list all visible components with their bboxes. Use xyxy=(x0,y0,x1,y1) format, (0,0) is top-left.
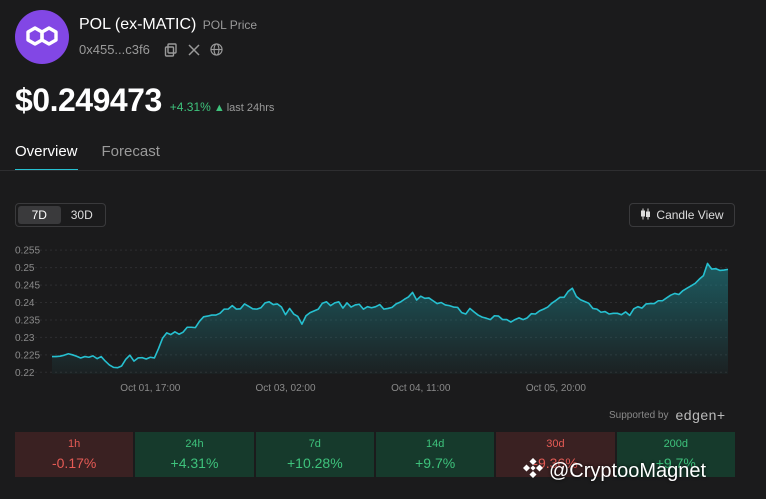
edgen-logo[interactable]: edgen+ xyxy=(675,407,726,423)
x-tick-label: Oct 05, 20:00 xyxy=(526,383,586,394)
stat-30d: 30d -9.36% xyxy=(496,432,615,477)
y-tick-label: 0.23 xyxy=(15,333,35,344)
stat-period: 1h xyxy=(68,438,81,450)
candlestick-icon xyxy=(640,208,651,223)
stat-period: 200d xyxy=(663,438,689,450)
coin-subtitle: POL Price xyxy=(202,18,258,32)
y-tick-label: 0.235 xyxy=(15,315,40,326)
stat-14d: 14d +9.7% xyxy=(375,432,495,477)
range-30d-button[interactable]: 30D xyxy=(70,208,93,222)
tab-forecast[interactable]: Forecast xyxy=(101,143,160,160)
y-tick-label: 0.255 xyxy=(15,246,40,257)
stat-1h: 1h -0.17% xyxy=(15,432,134,477)
stat-value: +9.7% xyxy=(655,455,696,471)
binance-icon xyxy=(522,457,544,484)
price-area-fill xyxy=(52,263,728,374)
price-change: +4.31% xyxy=(169,100,211,114)
supported-by: Supported by edgen+ xyxy=(609,407,726,423)
x-twitter-icon[interactable] xyxy=(188,43,200,56)
y-tick-label: 0.245 xyxy=(15,281,40,292)
stat-period: 24h xyxy=(185,438,204,450)
stat-value: -9.36% xyxy=(533,455,578,471)
performance-stats: 1h -0.17% 24h +4.31% 7d +10.28% 14d +9.7… xyxy=(15,432,735,477)
watermark: @CryptooMagnet xyxy=(522,457,707,484)
stat-period: 7d xyxy=(308,438,321,450)
arrow-up-icon: ▲ xyxy=(213,102,225,114)
stat-200d: 200d +9.7% xyxy=(616,432,735,477)
tab-overview[interactable]: Overview xyxy=(15,143,78,171)
coin-name: POL (ex-MATIC) xyxy=(79,16,197,33)
price-period: last 24hrs xyxy=(226,102,275,114)
coin-header: POL (ex-MATIC) POL Price 0x455...c3f6 xyxy=(15,10,755,66)
stat-value: +10.28% xyxy=(286,455,343,471)
globe-icon[interactable] xyxy=(210,43,223,56)
candle-view-button[interactable]: Candle View xyxy=(629,203,735,227)
candle-view-label: Candle View xyxy=(656,208,724,222)
stat-period: 14d xyxy=(425,438,445,450)
stat-value: +9.7% xyxy=(415,455,456,471)
copy-icon[interactable] xyxy=(164,42,178,57)
range-7d-button[interactable]: 7D xyxy=(18,206,61,224)
y-tick-label: 0.22 xyxy=(15,368,35,379)
price-line xyxy=(52,262,729,369)
y-tick-label: 0.25 xyxy=(15,263,35,274)
contract-address: 0x455...c3f6 xyxy=(79,42,150,57)
tab-bar: Overview Forecast xyxy=(15,143,160,171)
x-tick-label: Oct 01, 17:00 xyxy=(120,383,180,394)
stat-24h: 24h +4.31% xyxy=(135,432,254,477)
y-tick-label: 0.24 xyxy=(15,298,35,309)
price-chart: 0.255 0.25 0.245 0.24 0.235 0.23 0.225 0.22 Oct… xyxy=(15,246,729,394)
x-tick-label: Oct 03, 02:00 xyxy=(256,383,316,394)
polygon-logo-icon xyxy=(15,10,69,64)
y-tick-label: 0.225 xyxy=(15,350,40,361)
stat-period: 30d xyxy=(546,438,565,450)
supported-by-label: Supported by xyxy=(609,409,669,421)
price-row: $0.249473 +4.31% ▲ last 24hrs xyxy=(15,82,274,119)
current-price: $0.249473 xyxy=(15,82,162,118)
tabs-divider xyxy=(0,170,766,171)
stat-value: +4.31% xyxy=(170,455,219,471)
watermark-text: @CryptooMagnet xyxy=(549,459,707,482)
stat-value: -0.17% xyxy=(51,455,97,471)
range-toggle: 7D 30D xyxy=(15,203,106,227)
x-tick-label: Oct 04, 11:00 xyxy=(391,383,451,394)
stat-7d: 7d +10.28% xyxy=(255,432,374,477)
